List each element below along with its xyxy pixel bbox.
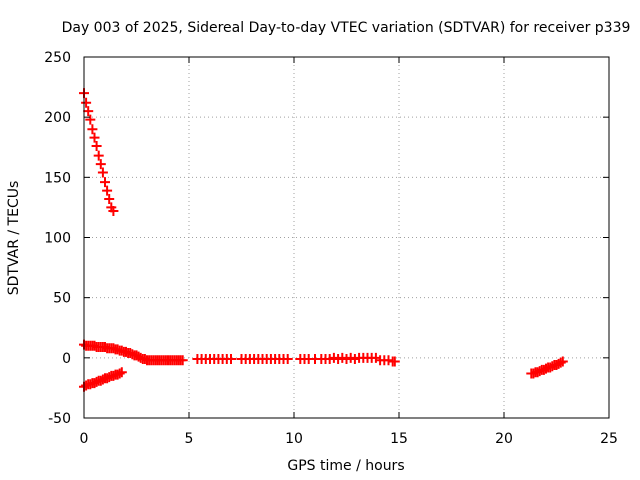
data-point xyxy=(177,355,188,366)
series-negative-arc xyxy=(79,367,127,392)
y-tick-label: -50 xyxy=(48,411,71,427)
series-late-arc xyxy=(526,356,568,379)
data-point xyxy=(557,356,568,367)
data-point xyxy=(91,141,102,152)
x-tick-label: 5 xyxy=(185,431,194,447)
y-tick-label: 0 xyxy=(62,351,71,367)
data-point xyxy=(102,185,113,196)
x-tick-label: 20 xyxy=(495,431,513,447)
grid xyxy=(84,57,609,418)
data-point xyxy=(83,106,94,117)
data-point xyxy=(114,368,125,379)
x-tick-label: 25 xyxy=(600,431,618,447)
y-tick-label: 200 xyxy=(44,110,71,126)
data-point xyxy=(116,367,127,378)
y-tick-label: 250 xyxy=(44,50,71,66)
data-point xyxy=(282,354,293,365)
series-high-arc xyxy=(79,88,119,217)
data-point xyxy=(100,177,110,188)
data-point xyxy=(85,114,96,125)
x-tick-label: 10 xyxy=(285,431,303,447)
axis-ticks: 0 5 10 15 20 25 -50 0 50 100 150 200 250 xyxy=(44,50,618,447)
data-point xyxy=(226,354,236,365)
data-point xyxy=(104,193,115,204)
y-tick-label: 50 xyxy=(53,291,71,307)
x-tick-label: 0 xyxy=(80,431,89,447)
chart-title: Day 003 of 2025, Sidereal Day-to-day VTE… xyxy=(62,20,631,36)
data-point xyxy=(97,167,108,178)
y-axis-title: SDTVAR / TECUs xyxy=(6,181,22,296)
y-tick-label: 150 xyxy=(44,170,71,186)
x-tick-label: 15 xyxy=(390,431,408,447)
data-point xyxy=(87,124,98,135)
data-point xyxy=(555,357,566,368)
x-axis-title: GPS time / hours xyxy=(287,458,404,474)
series-near-zero xyxy=(79,339,400,367)
y-tick-label: 100 xyxy=(44,231,71,247)
data-point xyxy=(81,97,92,108)
data-point xyxy=(389,356,400,367)
data-points xyxy=(79,88,568,392)
data-point xyxy=(95,159,106,170)
data-point xyxy=(108,206,119,217)
data-point xyxy=(93,150,104,161)
data-point xyxy=(89,132,100,143)
